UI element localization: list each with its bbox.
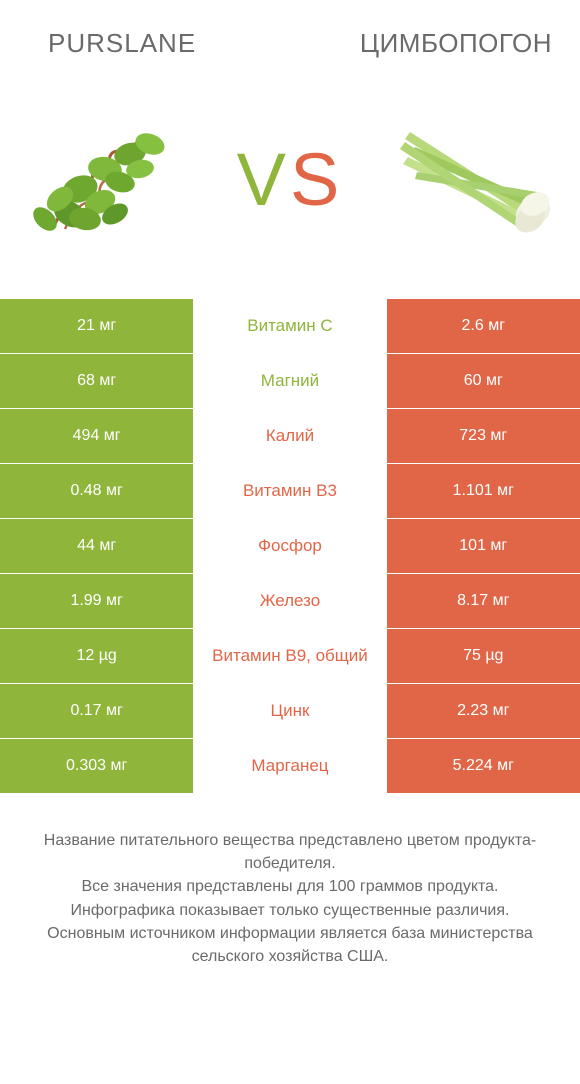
left-value: 1.99 мг [0, 574, 193, 628]
left-value: 12 µg [0, 629, 193, 683]
footer-line-2: Все значения представлены для 100 граммо… [20, 875, 560, 898]
vs-v: V [237, 138, 290, 221]
header: PURSLANE ЦИМБОПОГОН [0, 0, 580, 69]
left-value: 21 мг [0, 299, 193, 353]
nutrient-name: Фосфор [193, 519, 386, 573]
left-value: 494 мг [0, 409, 193, 463]
table-row: 68 мгМагний60 мг [0, 354, 580, 409]
lemongrass-image [385, 94, 555, 264]
footer-line-1: Название питательного вещества представл… [20, 829, 560, 875]
right-value: 5.224 мг [387, 739, 580, 793]
nutrient-name: Железо [193, 574, 386, 628]
left-value: 0.17 мг [0, 684, 193, 738]
table-row: 0.303 мгМарганец5.224 мг [0, 739, 580, 794]
table-row: 1.99 мгЖелезо8.17 мг [0, 574, 580, 629]
title-left: PURSLANE [48, 28, 196, 59]
lemongrass-icon [385, 104, 555, 254]
right-value: 75 µg [387, 629, 580, 683]
table-row: 0.48 мгВитамин B31.101 мг [0, 464, 580, 519]
right-value: 2.23 мг [387, 684, 580, 738]
left-value: 0.303 мг [0, 739, 193, 793]
purslane-image [25, 94, 195, 264]
footer-notes: Название питательного вещества представл… [0, 794, 580, 988]
nutrient-name: Витамин B9, общий [193, 629, 386, 683]
nutrient-name: Калий [193, 409, 386, 463]
nutrient-table: 21 мгВитамин C2.6 мг68 мгМагний60 мг494 … [0, 299, 580, 794]
nutrient-name: Витамин C [193, 299, 386, 353]
left-value: 44 мг [0, 519, 193, 573]
table-row: 21 мгВитамин C2.6 мг [0, 299, 580, 354]
title-right: ЦИМБОПОГОН [360, 28, 552, 59]
nutrient-name: Цинк [193, 684, 386, 738]
vs-s: S [290, 138, 343, 221]
right-value: 1.101 мг [387, 464, 580, 518]
table-row: 12 µgВитамин B9, общий75 µg [0, 629, 580, 684]
table-row: 494 мгКалий723 мг [0, 409, 580, 464]
right-value: 60 мг [387, 354, 580, 408]
right-value: 2.6 мг [387, 299, 580, 353]
vs-label: VS [237, 137, 344, 222]
left-value: 68 мг [0, 354, 193, 408]
image-row: VS [0, 69, 580, 299]
nutrient-name: Марганец [193, 739, 386, 793]
table-row: 44 мгФосфор101 мг [0, 519, 580, 574]
purslane-icon [25, 94, 195, 264]
right-value: 8.17 мг [387, 574, 580, 628]
footer-line-3: Инфографика показывает только существенн… [20, 899, 560, 922]
footer-line-4: Основным источником информации является … [20, 922, 560, 968]
nutrient-name: Витамин B3 [193, 464, 386, 518]
table-row: 0.17 мгЦинк2.23 мг [0, 684, 580, 739]
nutrient-name: Магний [193, 354, 386, 408]
right-value: 723 мг [387, 409, 580, 463]
left-value: 0.48 мг [0, 464, 193, 518]
right-value: 101 мг [387, 519, 580, 573]
